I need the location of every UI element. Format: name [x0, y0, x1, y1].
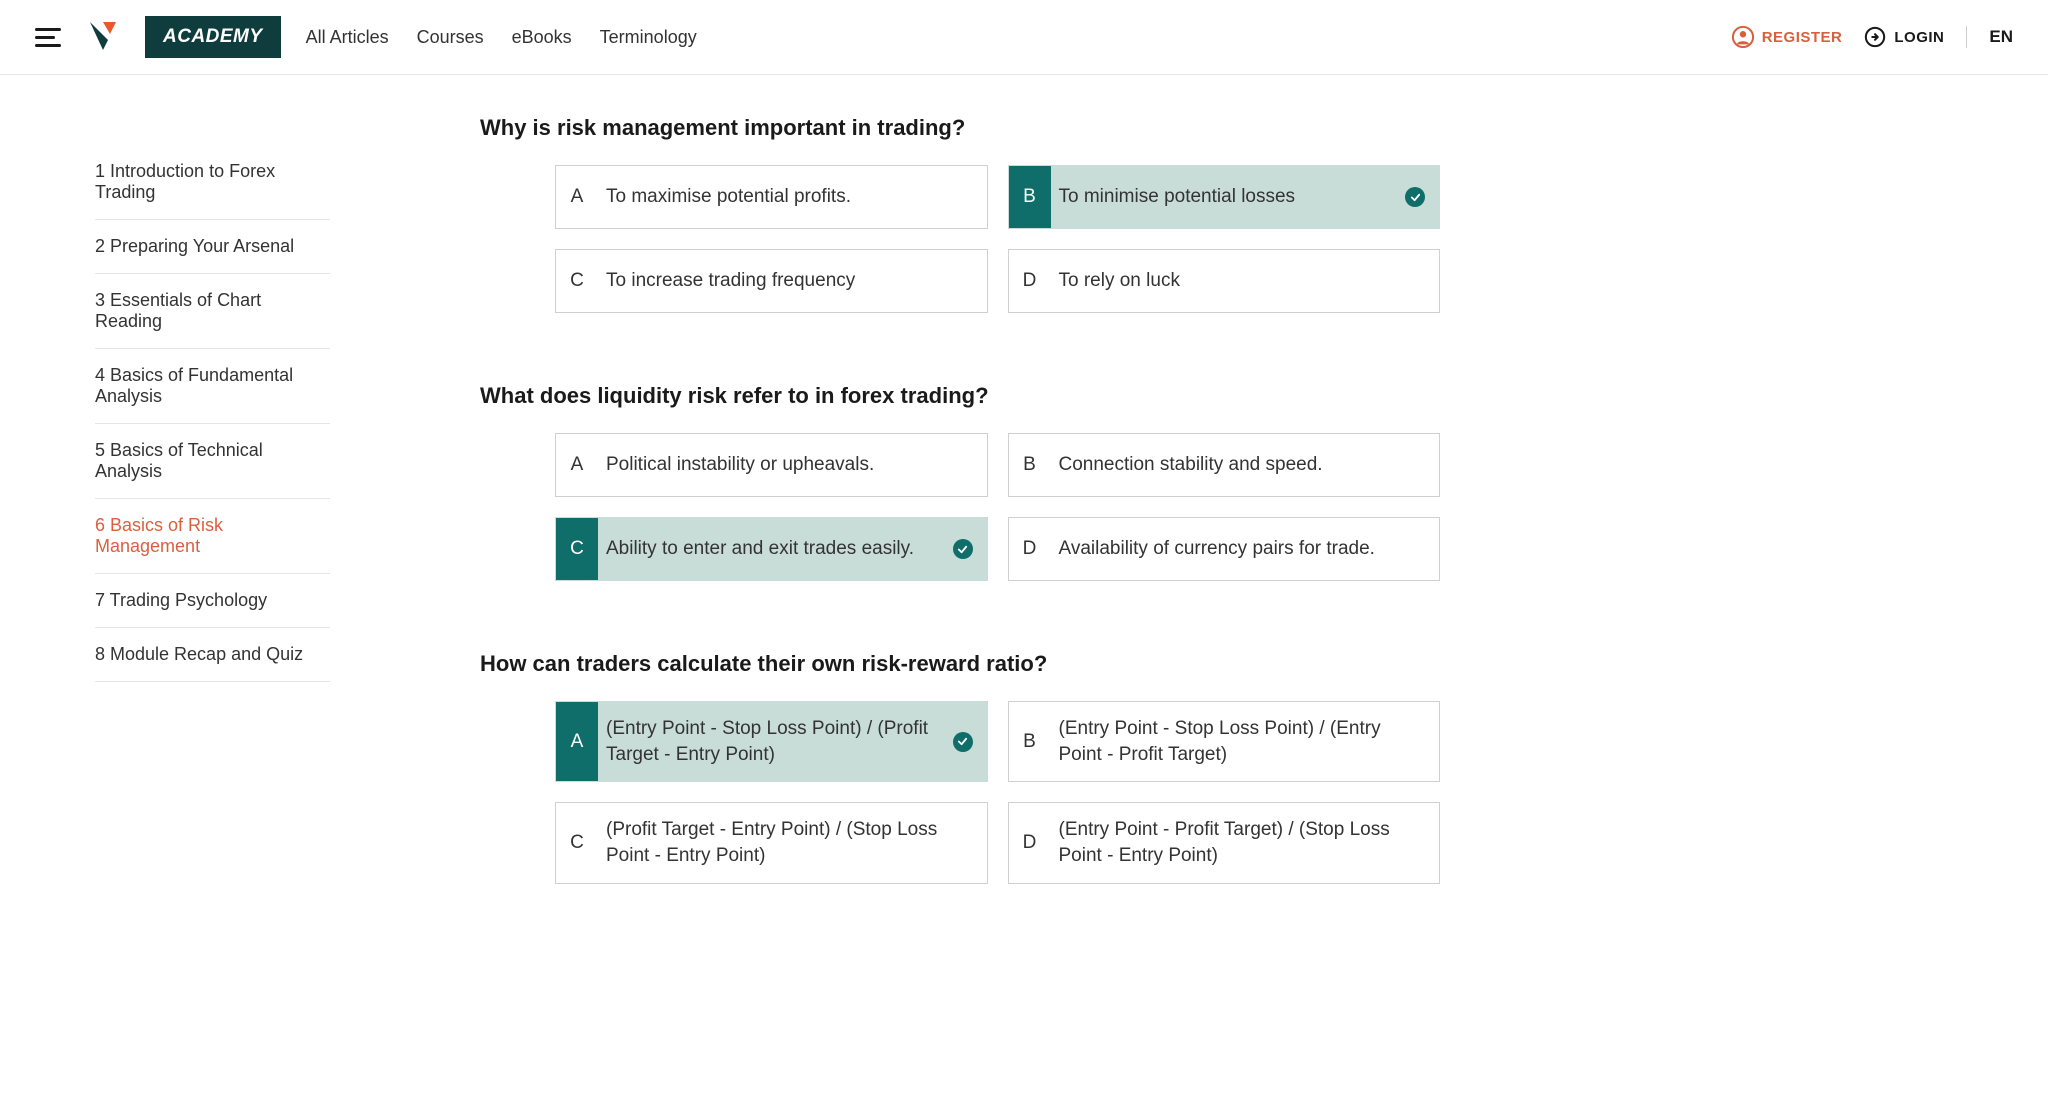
nav-terminology[interactable]: Terminology: [600, 27, 697, 48]
quiz-option-d[interactable]: D(Entry Point - Profit Target) / (Stop L…: [1008, 802, 1441, 883]
option-text: Availability of currency pairs for trade…: [1051, 518, 1440, 580]
option-text: Connection stability and speed.: [1051, 434, 1440, 496]
option-letter: A: [556, 166, 598, 228]
question-block-1: What does liquidity risk refer to in for…: [480, 383, 1440, 581]
register-link[interactable]: REGISTER: [1732, 26, 1843, 48]
question-block-2: How can traders calculate their own risk…: [480, 651, 1440, 884]
check-icon: [1405, 187, 1425, 207]
hamburger-menu-icon[interactable]: [35, 28, 61, 47]
quiz-option-b[interactable]: BConnection stability and speed.: [1008, 433, 1441, 497]
option-text: (Entry Point - Stop Loss Point) / (Entry…: [1051, 702, 1440, 781]
quiz-option-c[interactable]: CTo increase trading frequency: [555, 249, 988, 313]
header-right: REGISTER LOGIN EN: [1732, 26, 2013, 48]
check-icon: [953, 539, 973, 559]
quiz-option-a[interactable]: APolitical instability or upheavals.: [555, 433, 988, 497]
quiz-option-a[interactable]: ATo maximise potential profits.: [555, 165, 988, 229]
nav-courses[interactable]: Courses: [417, 27, 484, 48]
sidebar-item-6[interactable]: 7 Trading Psychology: [95, 574, 330, 628]
option-letter: C: [556, 518, 598, 580]
question-block-0: Why is risk management important in trad…: [480, 115, 1440, 313]
user-icon: [1732, 26, 1754, 48]
quiz-option-b[interactable]: BTo minimise potential losses: [1008, 165, 1441, 229]
login-link[interactable]: LOGIN: [1864, 26, 1944, 48]
nav-links: All Articles Courses eBooks Terminology: [306, 27, 697, 48]
options-grid: A(Entry Point - Stop Loss Point) / (Prof…: [555, 701, 1440, 884]
option-text: To increase trading frequency: [598, 250, 987, 312]
option-text: (Entry Point - Stop Loss Point) / (Profi…: [598, 702, 945, 781]
option-text: To rely on luck: [1051, 250, 1440, 312]
divider: [1966, 26, 1967, 48]
language-selector[interactable]: EN: [1989, 27, 2013, 47]
sidebar-item-4[interactable]: 5 Basics of Technical Analysis: [95, 424, 330, 499]
sidebar-item-0[interactable]: 1 Introduction to Forex Trading: [95, 145, 330, 220]
option-text: To minimise potential losses: [1051, 166, 1398, 228]
question-title: How can traders calculate their own risk…: [480, 651, 1440, 677]
sidebar: 1 Introduction to Forex Trading2 Prepari…: [0, 115, 370, 994]
sidebar-item-5[interactable]: 6 Basics of Risk Management: [95, 499, 330, 574]
quiz-option-b[interactable]: B(Entry Point - Stop Loss Point) / (Entr…: [1008, 701, 1441, 782]
sidebar-item-1[interactable]: 2 Preparing Your Arsenal: [95, 220, 330, 274]
option-text: (Entry Point - Profit Target) / (Stop Lo…: [1051, 803, 1440, 882]
option-letter: B: [1009, 434, 1051, 496]
login-icon: [1864, 26, 1886, 48]
option-letter: C: [556, 250, 598, 312]
question-title: Why is risk management important in trad…: [480, 115, 1440, 141]
check-icon: [953, 732, 973, 752]
quiz-option-c[interactable]: C(Profit Target - Entry Point) / (Stop L…: [555, 802, 988, 883]
option-letter: B: [1009, 166, 1051, 228]
option-letter: D: [1009, 518, 1051, 580]
options-grid: APolitical instability or upheavals. BCon…: [555, 433, 1440, 581]
quiz-option-c[interactable]: CAbility to enter and exit trades easily…: [555, 517, 988, 581]
nav-all-articles[interactable]: All Articles: [306, 27, 389, 48]
options-grid: ATo maximise potential profits. BTo minim…: [555, 165, 1440, 313]
sidebar-item-2[interactable]: 3 Essentials of Chart Reading: [95, 274, 330, 349]
login-label: LOGIN: [1894, 29, 1944, 46]
option-letter: A: [556, 434, 598, 496]
quiz-option-d[interactable]: DTo rely on luck: [1008, 249, 1441, 313]
question-title: What does liquidity risk refer to in for…: [480, 383, 1440, 409]
content: 1 Introduction to Forex Trading2 Prepari…: [0, 75, 2048, 994]
option-letter: A: [556, 702, 598, 781]
option-letter: C: [556, 803, 598, 882]
register-label: REGISTER: [1762, 29, 1843, 46]
logo[interactable]: [86, 20, 120, 54]
quiz-option-d[interactable]: DAvailability of currency pairs for trad…: [1008, 517, 1441, 581]
option-letter: D: [1009, 250, 1051, 312]
option-letter: D: [1009, 803, 1051, 882]
main: Why is risk management important in trad…: [370, 115, 1470, 994]
nav-ebooks[interactable]: eBooks: [512, 27, 572, 48]
header: ACADEMY All Articles Courses eBooks Term…: [0, 0, 2048, 75]
option-text: Political instability or upheavals.: [598, 434, 987, 496]
sidebar-item-7[interactable]: 8 Module Recap and Quiz: [95, 628, 330, 682]
option-letter: B: [1009, 702, 1051, 781]
academy-badge[interactable]: ACADEMY: [145, 16, 281, 58]
option-text: To maximise potential profits.: [598, 166, 987, 228]
option-text: (Profit Target - Entry Point) / (Stop Lo…: [598, 803, 987, 882]
quiz-option-a[interactable]: A(Entry Point - Stop Loss Point) / (Prof…: [555, 701, 988, 782]
option-text: Ability to enter and exit trades easily.: [598, 518, 945, 580]
sidebar-item-3[interactable]: 4 Basics of Fundamental Analysis: [95, 349, 330, 424]
